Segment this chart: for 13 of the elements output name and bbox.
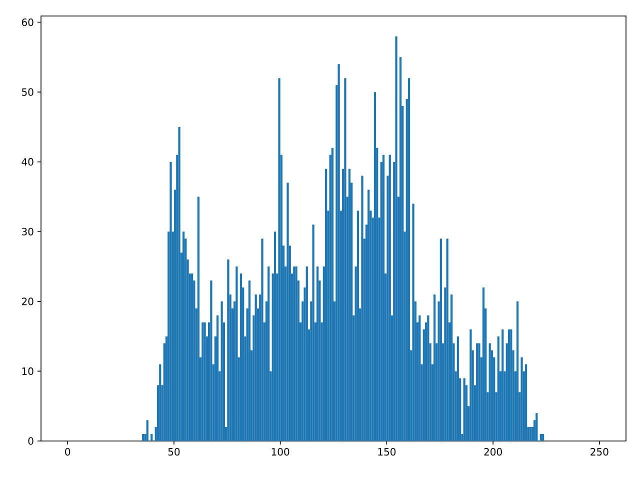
x-tick-label: 250 bbox=[590, 448, 608, 456]
y-tick-label: 50 bbox=[22, 88, 34, 96]
y-tick-label: 60 bbox=[22, 18, 34, 26]
x-tick-label: 50 bbox=[168, 448, 180, 456]
y-tick-label: 40 bbox=[22, 158, 34, 166]
y-tick-label: 0 bbox=[28, 437, 34, 445]
y-tick-label: 10 bbox=[22, 367, 34, 375]
y-tick-label: 30 bbox=[22, 228, 34, 236]
x-tick-label: 200 bbox=[484, 448, 502, 456]
y-tick-label: 20 bbox=[22, 298, 34, 306]
x-tick-label: 0 bbox=[65, 448, 70, 456]
x-tick-label: 150 bbox=[378, 448, 396, 456]
x-tick-label: 100 bbox=[272, 448, 290, 456]
